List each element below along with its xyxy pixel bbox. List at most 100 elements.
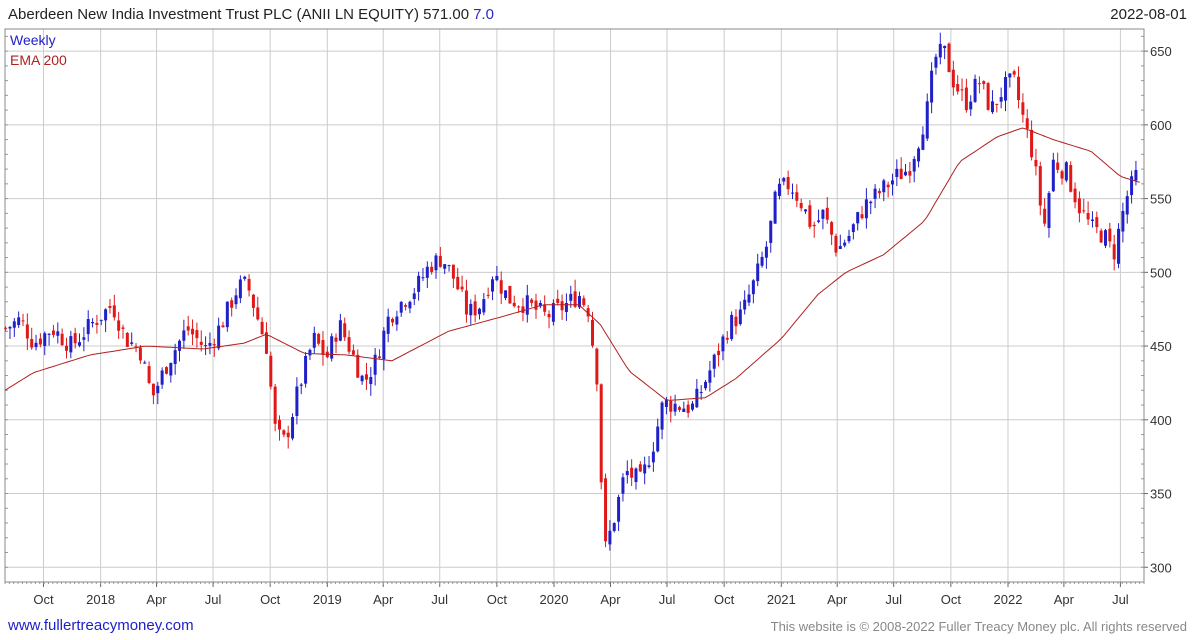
candle-body: [951, 69, 955, 88]
candle-body: [560, 301, 564, 311]
candle-body: [682, 408, 686, 413]
candle-body: [260, 321, 264, 335]
candle-body: [195, 330, 199, 339]
x-tick-label: Oct: [33, 592, 54, 607]
candle-body: [86, 319, 90, 335]
candle-body: [551, 303, 555, 322]
y-tick-label: 400: [1150, 413, 1172, 428]
candle-body: [569, 293, 573, 301]
candle-body: [838, 246, 842, 249]
candle-body: [830, 222, 834, 235]
candle-body: [43, 333, 47, 347]
candle-body: [751, 280, 755, 295]
candle-body: [269, 355, 273, 387]
x-tick-label: Jul: [1112, 592, 1129, 607]
candle-body: [95, 322, 99, 325]
candle-body: [391, 318, 395, 323]
axis-ticks: [4, 35, 1148, 587]
plot-frame: [4, 28, 1145, 583]
x-tick-label: Apr: [1054, 592, 1075, 607]
candle-body: [534, 300, 538, 310]
candle-body: [156, 385, 160, 394]
candle-body: [360, 375, 364, 382]
candle-body: [308, 349, 312, 356]
candle-body: [56, 331, 60, 336]
last-price: 571.00: [423, 6, 470, 23]
candle-body: [508, 285, 512, 304]
candle-body: [760, 256, 764, 266]
candle-body: [851, 224, 855, 233]
security-name: Aberdeen New India Investment Trust PLC …: [8, 6, 419, 23]
x-tick-label: Apr: [600, 592, 621, 607]
candle-body: [730, 314, 734, 340]
candle-body: [643, 464, 647, 474]
candle-body: [777, 183, 781, 196]
candle-body: [608, 530, 612, 545]
website-link[interactable]: www.fullertreacymoney.com: [8, 617, 194, 634]
x-tick-label: Oct: [941, 592, 962, 607]
candle-body: [773, 191, 777, 224]
candle-body: [64, 345, 68, 351]
x-tick-label: Apr: [373, 592, 394, 607]
candle-body: [704, 381, 708, 389]
candle-body: [238, 279, 242, 299]
candle-body: [573, 291, 577, 307]
candle-body: [660, 402, 664, 430]
candle-body: [847, 235, 851, 242]
candle-body: [690, 403, 694, 410]
candle-body: [999, 97, 1003, 102]
x-tick-label: Jul: [431, 592, 448, 607]
candle-body: [338, 320, 342, 341]
candle-body: [178, 340, 182, 351]
x-tick-label: 2018: [86, 592, 115, 607]
candle-body: [656, 426, 660, 452]
candle-body: [191, 328, 195, 335]
candle-body: [669, 401, 673, 412]
candle-body: [4, 327, 8, 329]
chart-title: Aberdeen New India Investment Trust PLC …: [8, 6, 494, 23]
y-tick-label: 350: [1150, 487, 1172, 502]
candle-body: [586, 308, 590, 317]
candle-body: [377, 356, 381, 359]
candle-body: [890, 180, 894, 185]
candle-body: [904, 171, 908, 176]
candle-body: [38, 338, 42, 345]
candle-body: [1030, 129, 1034, 158]
candle-body: [943, 45, 947, 49]
candle-body: [247, 278, 251, 291]
candle-body: [634, 468, 638, 483]
candle-body: [1134, 170, 1138, 181]
candle-body: [312, 332, 316, 348]
candle-body: [599, 384, 603, 483]
candle-body: [982, 81, 986, 85]
candle-body: [821, 209, 825, 219]
candle-body: [434, 255, 438, 271]
candle-body: [621, 477, 625, 494]
candle-body: [443, 264, 447, 269]
candle-body: [973, 78, 977, 102]
candle-body: [386, 316, 390, 334]
x-tick-label: 2019: [313, 592, 342, 607]
candle-body: [612, 523, 616, 531]
candle-body: [1103, 230, 1107, 246]
candle-body: [417, 275, 421, 292]
candle-body: [812, 224, 816, 227]
candle-body: [734, 316, 738, 327]
candle-body: [164, 367, 168, 374]
candle-body: [486, 294, 490, 296]
candle-body: [469, 303, 473, 316]
candle-body: [351, 350, 355, 355]
candle-body: [278, 419, 282, 430]
candle-body: [1064, 162, 1068, 181]
x-tick-label: Apr: [146, 592, 167, 607]
candle-body: [543, 304, 547, 312]
candle-body: [321, 339, 325, 355]
candle-body: [404, 305, 408, 307]
candle-body: [912, 158, 916, 172]
x-tick-label: 2022: [994, 592, 1023, 607]
candle-body: [882, 180, 886, 193]
candle-body: [869, 201, 873, 204]
x-tick-label: 2021: [767, 592, 796, 607]
candle-body: [795, 192, 799, 201]
